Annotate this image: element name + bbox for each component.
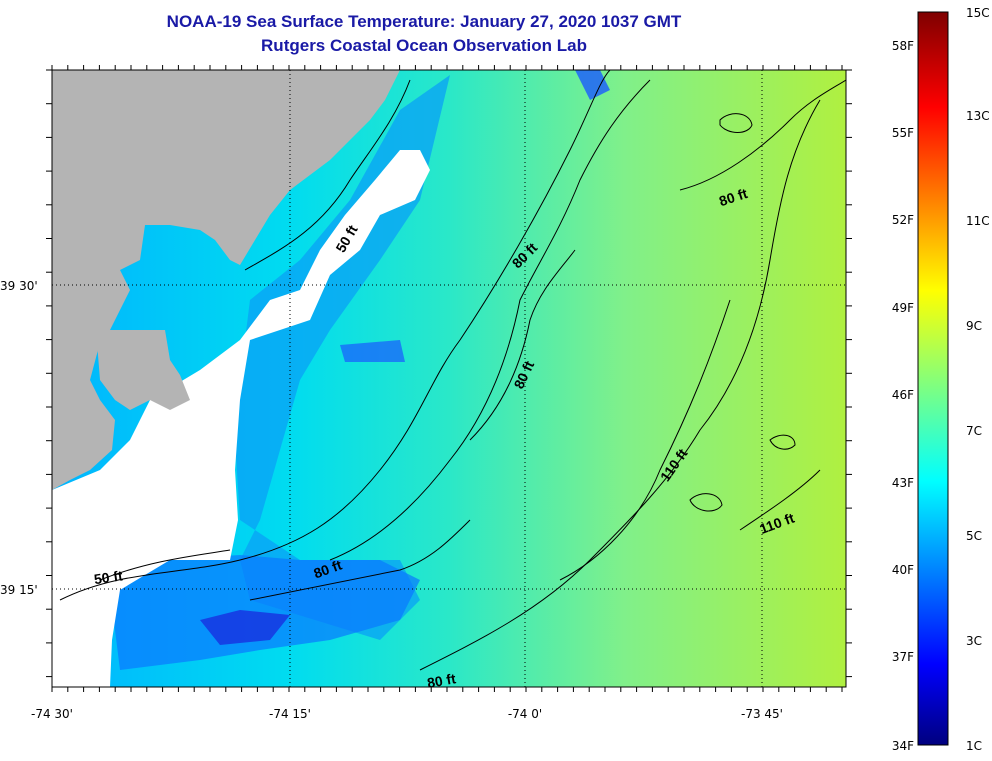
land-new-jersey bbox=[52, 70, 400, 490]
no-data-area bbox=[52, 150, 430, 687]
map-subtitle: Rutgers Coastal Ocean Observation Lab bbox=[261, 36, 587, 55]
cold-pixel-cluster-north bbox=[575, 70, 610, 100]
latitude-label: 39 15' bbox=[0, 583, 38, 597]
longitude-label: -74 15' bbox=[269, 707, 311, 721]
latitude-label: 39 30' bbox=[0, 279, 38, 293]
map-frame bbox=[51, 69, 847, 688]
colorbar-celsius-label: 9C bbox=[966, 319, 982, 333]
land-barrier-islands bbox=[96, 330, 190, 410]
colorbar-celsius-label: 11C bbox=[966, 214, 990, 228]
contour-label: 50 ft bbox=[93, 567, 124, 587]
colorbar-fahrenheit-label: 49F bbox=[892, 301, 914, 315]
map-title: NOAA-19 Sea Surface Temperature: January… bbox=[166, 12, 682, 31]
colorbar-celsius-label: 5C bbox=[966, 529, 982, 543]
colorbar-fahrenheit-label: 43F bbox=[892, 476, 914, 490]
colorbar-fahrenheit-label: 55F bbox=[892, 126, 914, 140]
bathymetry-contours bbox=[59, 70, 846, 671]
cool-water-band bbox=[235, 75, 450, 640]
colorbar-fahrenheit-label: 34F bbox=[892, 739, 914, 753]
colorbar-fahrenheit-label: 40F bbox=[892, 563, 914, 577]
colorbar-celsius-label: 15C bbox=[966, 6, 990, 20]
colorbar-fahrenheit-label: 52F bbox=[892, 213, 914, 227]
cold-pixel-cluster bbox=[340, 340, 405, 362]
colorbar-celsius-label: 7C bbox=[966, 424, 982, 438]
colorbar bbox=[917, 11, 949, 746]
longitude-label: -74 30' bbox=[31, 707, 73, 721]
longitude-label: -74 0' bbox=[508, 707, 542, 721]
colorbar-fahrenheit-label: 58F bbox=[892, 39, 914, 53]
colorbar-celsius-label: 13C bbox=[966, 109, 990, 123]
colorbar-celsius-label: 3C bbox=[966, 634, 982, 648]
contour-label: 80 ft bbox=[426, 670, 457, 691]
colorbar-fahrenheit-label: 46F bbox=[892, 388, 914, 402]
frame-ticks bbox=[46, 65, 852, 692]
graticule bbox=[52, 70, 846, 687]
colorbar-celsius-label: 1C bbox=[966, 739, 982, 753]
colorbar-fahrenheit-label: 37F bbox=[892, 650, 914, 664]
longitude-label: -73 45' bbox=[741, 707, 783, 721]
coldest-water-patch bbox=[200, 610, 290, 645]
